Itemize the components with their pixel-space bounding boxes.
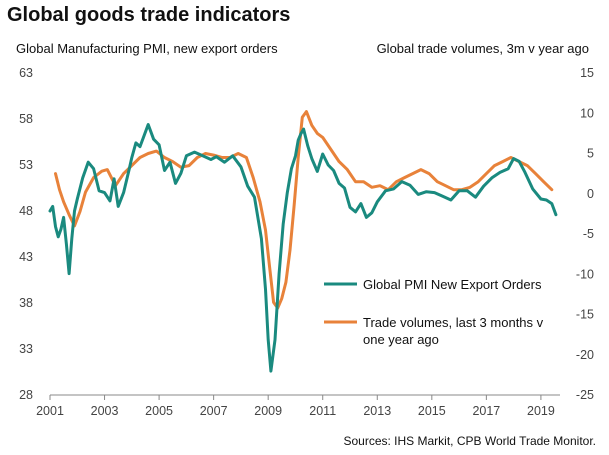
axes [49,394,560,400]
y-left-tick-label: 63 [19,66,33,80]
x-tick-label: 2007 [200,404,228,418]
tick-labels: 2001 2003 2005 2007 2009 2011 2013 2015 2017 2019… [19,66,594,418]
y-right-tick-label: 10 [580,106,594,120]
y-right-tick-label: -15 [576,308,594,322]
x-tick-label: 2013 [363,404,391,418]
left-axis-label: Global Manufacturing PMI, new export ord… [16,41,278,56]
y-left-tick-label: 58 [19,112,33,126]
series-lines [48,110,558,373]
x-tick-label: 2001 [36,404,64,418]
x-tick-label: 2019 [527,404,555,418]
chart-title: Global goods trade indicators [7,4,291,26]
y-right-tick-label: 5 [587,147,594,161]
x-tick-label: 2009 [254,404,282,418]
y-left-tick-label: 48 [19,204,33,218]
y-right-tick-label: 0 [587,187,594,201]
legend-label-trade: Trade volumes, last 3 months v one year a… [363,315,544,347]
y-left-tick-label: 53 [19,158,33,172]
x-tick-label: 2003 [91,404,119,418]
x-tick-label: 2005 [145,404,173,418]
right-axis-label: Global trade volumes, 3m v year ago [376,41,589,56]
y-right-tick-label: 15 [580,66,594,80]
legend-label-pmi: Global PMI New Export Orders [363,277,542,292]
y-left-tick-label: 28 [19,388,33,402]
series-line-pmi [48,123,558,373]
y-right-tick-label: -25 [576,388,594,402]
source-note: Sources: IHS Markit, CPB World Trade Mon… [343,434,596,448]
y-left-tick-label: 33 [19,342,33,356]
x-tick-label: 2015 [418,404,446,418]
x-tick-label: 2011 [309,404,336,418]
y-left-tick-label: 43 [19,250,33,264]
y-right-tick-label: -10 [576,267,594,281]
y-right-tick-label: -5 [583,227,594,241]
y-left-tick-label: 38 [19,296,33,310]
x-tick-label: 2017 [472,404,500,418]
y-right-tick-label: -20 [576,348,594,362]
legend: Global PMI New Export Orders Trade volume… [324,277,544,347]
